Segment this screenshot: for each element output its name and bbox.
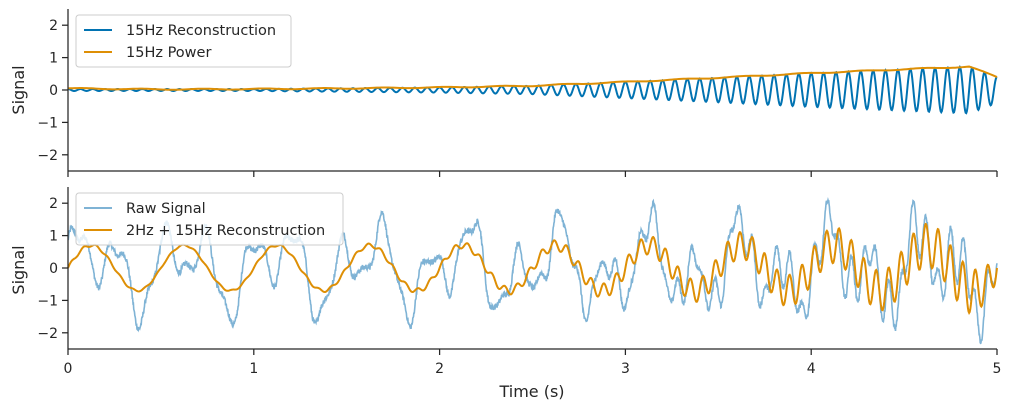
xtick-label: 4 bbox=[807, 361, 816, 377]
series-raw-signal-line bbox=[67, 197, 998, 345]
bottom-y-axis-label: Signal bbox=[9, 245, 28, 294]
top-y-axis-label: Signal bbox=[9, 65, 28, 114]
top-legend: 15Hz Reconstruction 15Hz Power bbox=[75, 14, 292, 68]
bottom-legend: Raw Signal 2Hz + 15Hz Reconstruction bbox=[75, 192, 344, 246]
top-ytick-label: 2 bbox=[49, 18, 58, 34]
series-2hz-15hz-reconstruction-line bbox=[67, 222, 998, 316]
series-15hz-power-line bbox=[67, 65, 998, 91]
xtick-label: 5 bbox=[993, 361, 1002, 377]
top-ytick-label: 0 bbox=[49, 83, 58, 99]
top-ytick-label: −1 bbox=[37, 115, 58, 131]
xtick-label: 2 bbox=[435, 361, 444, 377]
xtick-label: 0 bbox=[64, 361, 73, 377]
top-legend-box bbox=[75, 14, 292, 68]
bottom-ytick-label: 2 bbox=[49, 196, 58, 212]
top-ytick-label: −2 bbox=[37, 148, 58, 164]
xtick-label: 3 bbox=[621, 361, 630, 377]
x-axis-label: Time (s) bbox=[498, 382, 564, 401]
legend-label-raw-signal: Raw Signal bbox=[126, 201, 206, 217]
bottom-ytick-label: −2 bbox=[37, 326, 58, 342]
legend-label-2hz-15hz-reconstruction: 2Hz + 15Hz Reconstruction bbox=[126, 223, 325, 239]
series-15hz-reconstruction-line bbox=[67, 65, 998, 115]
legend-label-15hz-power: 15Hz Power bbox=[126, 45, 211, 61]
bottom-panel: 2 1 0 −1 −2 0 1 2 3 4 5 Signal Time (s) Raw Signa… bbox=[9, 187, 1001, 401]
xtick-label: 1 bbox=[249, 361, 258, 377]
bottom-ytick-label: 1 bbox=[49, 229, 58, 245]
legend-label-15hz-reconstruction: 15Hz Reconstruction bbox=[126, 23, 276, 39]
bottom-ytick-label: −1 bbox=[37, 293, 58, 309]
bottom-legend-box bbox=[75, 192, 344, 246]
top-panel: 2 1 0 −1 −2 Signal 15Hz Reconstruction 15Hz … bbox=[9, 9, 998, 177]
top-ytick-label: 1 bbox=[49, 51, 58, 67]
bottom-ytick-label: 0 bbox=[49, 261, 58, 277]
